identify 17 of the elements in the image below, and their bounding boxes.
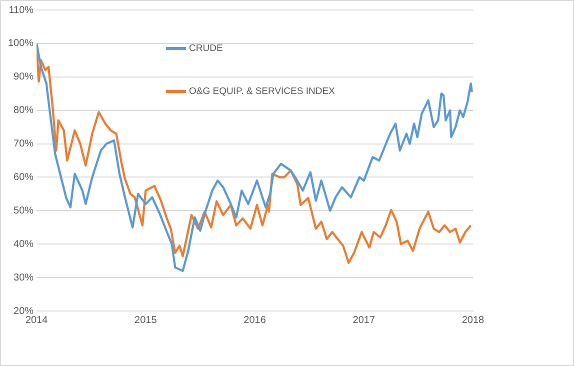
x-tick-label: 2016 xyxy=(244,314,266,326)
legend-label: O&G EQUIP. & SERVICES INDEX xyxy=(189,86,335,97)
x-tick-label: 2014 xyxy=(25,314,48,326)
y-tick-label: 20% xyxy=(14,306,34,317)
y-tick-label: 60% xyxy=(14,172,34,183)
x-tick-label: 2015 xyxy=(134,314,158,326)
y-tick-label: 30% xyxy=(14,272,34,284)
y-tick-label: 70% xyxy=(14,138,34,150)
y-tick-label: 50% xyxy=(14,205,34,216)
y-tick-label: 80% xyxy=(14,105,34,116)
y-tick-label: 40% xyxy=(14,238,34,250)
y-tick-label: 100% xyxy=(8,38,34,50)
legend-label: CRUDE xyxy=(189,43,223,54)
y-tick-label: 110% xyxy=(8,4,34,16)
y-tick-label: 90% xyxy=(14,72,34,83)
x-tick-label: 2017 xyxy=(352,314,376,326)
x-tick-label: 2018 xyxy=(462,314,485,326)
